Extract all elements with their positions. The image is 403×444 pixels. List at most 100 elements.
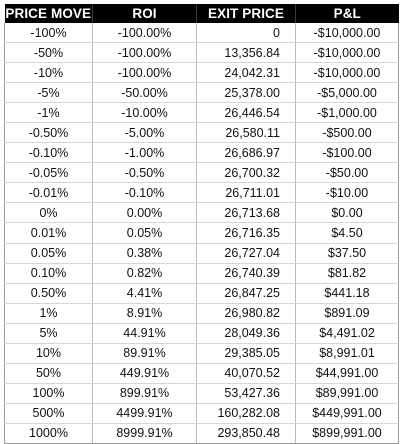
table-row: -100% -100.00% 0 -$10,000.00 — [4, 23, 399, 44]
roi-cell: -1.00% — [92, 142, 197, 164]
table-row: 0.50% 4.41% 26,847.25 $441.18 — [4, 283, 399, 304]
roi-cell: 449.91% — [92, 363, 197, 384]
pnl-cell: $449,991.00 — [295, 403, 399, 424]
table-row: 5% 44.91% 28,049.36 $4,491.02 — [4, 323, 399, 344]
pnl-cell: $0.00 — [295, 202, 399, 224]
column-header-roi: ROI — [92, 4, 197, 23]
pnl-cell: $37.50 — [295, 243, 399, 264]
price-move-cell: -0.10% — [4, 142, 93, 164]
exit-price-cell: 13,356.84 — [196, 42, 296, 64]
roi-cell: 44.91% — [92, 323, 197, 344]
pnl-cell: $441.18 — [295, 283, 399, 304]
table-row: 10% 89.91% 29,385.05 $8,991.01 — [4, 343, 399, 364]
exit-price-cell: 24,042.31 — [196, 62, 296, 84]
price-move-cell: 5% — [4, 323, 93, 344]
exit-price-cell: 26,700.32 — [196, 162, 296, 184]
exit-price-cell: 26,686.97 — [196, 142, 296, 164]
pnl-cell: -$5,000.00 — [295, 82, 399, 104]
table-row: 0.05% 0.38% 26,727.04 $37.50 — [4, 243, 399, 264]
price-move-cell: -0.05% — [4, 162, 93, 184]
table-row: -5% -50.00% 25,378.00 -$5,000.00 — [4, 82, 399, 104]
pnl-cell: -$500.00 — [295, 122, 399, 144]
roi-cell: 8999.91% — [92, 423, 197, 444]
exit-price-cell: 26,713.68 — [196, 202, 296, 224]
pnl-table-container: PRICE MOVE ROI EXIT PRICE P&L -100% -100.… — [4, 4, 399, 444]
table-row: 1000% 8999.91% 293,850.48 $899,991.00 — [4, 423, 399, 444]
pnl-cell: -$10.00 — [295, 182, 399, 204]
pnl-cell: $899,991.00 — [295, 423, 399, 444]
table-row: 100% 899.91% 53,427.36 $89,991.00 — [4, 383, 399, 404]
price-move-cell: 100% — [4, 383, 93, 404]
roi-cell: 4.41% — [92, 283, 197, 304]
table-row: -1% -10.00% 26,446.54 -$1,000.00 — [4, 102, 399, 124]
column-header-pnl: P&L — [295, 4, 399, 23]
pnl-cell: -$10,000.00 — [295, 62, 399, 84]
column-header-price-move: PRICE MOVE — [4, 4, 93, 23]
table-row: 50% 449.91% 40,070.52 $44,991.00 — [4, 363, 399, 384]
table-row: 1% 8.91% 26,980.82 $891.09 — [4, 303, 399, 324]
price-move-cell: 500% — [4, 403, 93, 424]
price-move-cell: -50% — [4, 42, 93, 64]
roi-cell: 0.05% — [92, 222, 197, 244]
exit-price-cell: 26,847.25 — [196, 283, 296, 304]
exit-price-cell: 26,740.39 — [196, 263, 296, 284]
price-move-cell: -100% — [4, 23, 93, 44]
pnl-cell: $44,991.00 — [295, 363, 399, 384]
roi-cell: -50.00% — [92, 82, 197, 104]
table-row: -0.05% -0.50% 26,700.32 -$50.00 — [4, 162, 399, 184]
pnl-cell: -$1,000.00 — [295, 102, 399, 124]
price-move-cell: -1% — [4, 102, 93, 124]
pnl-cell: -$50.00 — [295, 162, 399, 184]
pnl-cell: -$10,000.00 — [295, 23, 399, 44]
pnl-cell: -$100.00 — [295, 142, 399, 164]
exit-price-cell: 25,378.00 — [196, 82, 296, 104]
price-move-cell: -10% — [4, 62, 93, 84]
pnl-table: PRICE MOVE ROI EXIT PRICE P&L -100% -100.… — [4, 4, 399, 444]
roi-cell: -100.00% — [92, 42, 197, 64]
exit-price-cell: 26,980.82 — [196, 303, 296, 324]
pnl-cell: $8,991.01 — [295, 343, 399, 364]
roi-cell: -100.00% — [92, 23, 197, 44]
exit-price-cell: 26,727.04 — [196, 243, 296, 264]
roi-cell: 0.38% — [92, 243, 197, 264]
table-row: 0% 0.00% 26,713.68 $0.00 — [4, 202, 399, 224]
roi-cell: -0.50% — [92, 162, 197, 184]
price-move-cell: 0.05% — [4, 243, 93, 264]
table-body: -100% -100.00% 0 -$10,000.00 -50% -100.00% 13,… — [4, 23, 399, 444]
exit-price-cell: 0 — [196, 23, 296, 44]
exit-price-cell: 40,070.52 — [196, 363, 296, 384]
column-header-exit-price: EXIT PRICE — [196, 4, 296, 23]
price-move-cell: -5% — [4, 82, 93, 104]
roi-cell: 899.91% — [92, 383, 197, 404]
table-row: 500% 4499.91% 160,282.08 $449,991.00 — [4, 403, 399, 424]
pnl-cell: $4,491.02 — [295, 323, 399, 344]
exit-price-cell: 26,711.01 — [196, 182, 296, 204]
roi-cell: 89.91% — [92, 343, 197, 364]
table-header: PRICE MOVE ROI EXIT PRICE P&L — [4, 4, 399, 23]
price-move-cell: 0.50% — [4, 283, 93, 304]
exit-price-cell: 293,850.48 — [196, 423, 296, 444]
exit-price-cell: 26,580.11 — [196, 122, 296, 144]
pnl-cell: $89,991.00 — [295, 383, 399, 404]
pnl-cell: $81.82 — [295, 263, 399, 284]
pnl-cell: -$10,000.00 — [295, 42, 399, 64]
exit-price-cell: 29,385.05 — [196, 343, 296, 364]
pnl-cell: $891.09 — [295, 303, 399, 324]
price-move-cell: 10% — [4, 343, 93, 364]
price-move-cell: 0.10% — [4, 263, 93, 284]
pnl-cell: $4.50 — [295, 222, 399, 244]
roi-cell: -0.10% — [92, 182, 197, 204]
table-row: -50% -100.00% 13,356.84 -$10,000.00 — [4, 42, 399, 64]
exit-price-cell: 160,282.08 — [196, 403, 296, 424]
table-row: 0.01% 0.05% 26,716.35 $4.50 — [4, 222, 399, 244]
header-row: PRICE MOVE ROI EXIT PRICE P&L — [4, 4, 399, 23]
roi-cell: 0.00% — [92, 202, 197, 224]
table-row: 0.10% 0.82% 26,740.39 $81.82 — [4, 263, 399, 284]
price-move-cell: -0.01% — [4, 182, 93, 204]
exit-price-cell: 53,427.36 — [196, 383, 296, 404]
roi-cell: 8.91% — [92, 303, 197, 324]
exit-price-cell: 26,716.35 — [196, 222, 296, 244]
price-move-cell: 1000% — [4, 423, 93, 444]
roi-cell: -5.00% — [92, 122, 197, 144]
table-row: -0.01% -0.10% 26,711.01 -$10.00 — [4, 182, 399, 204]
